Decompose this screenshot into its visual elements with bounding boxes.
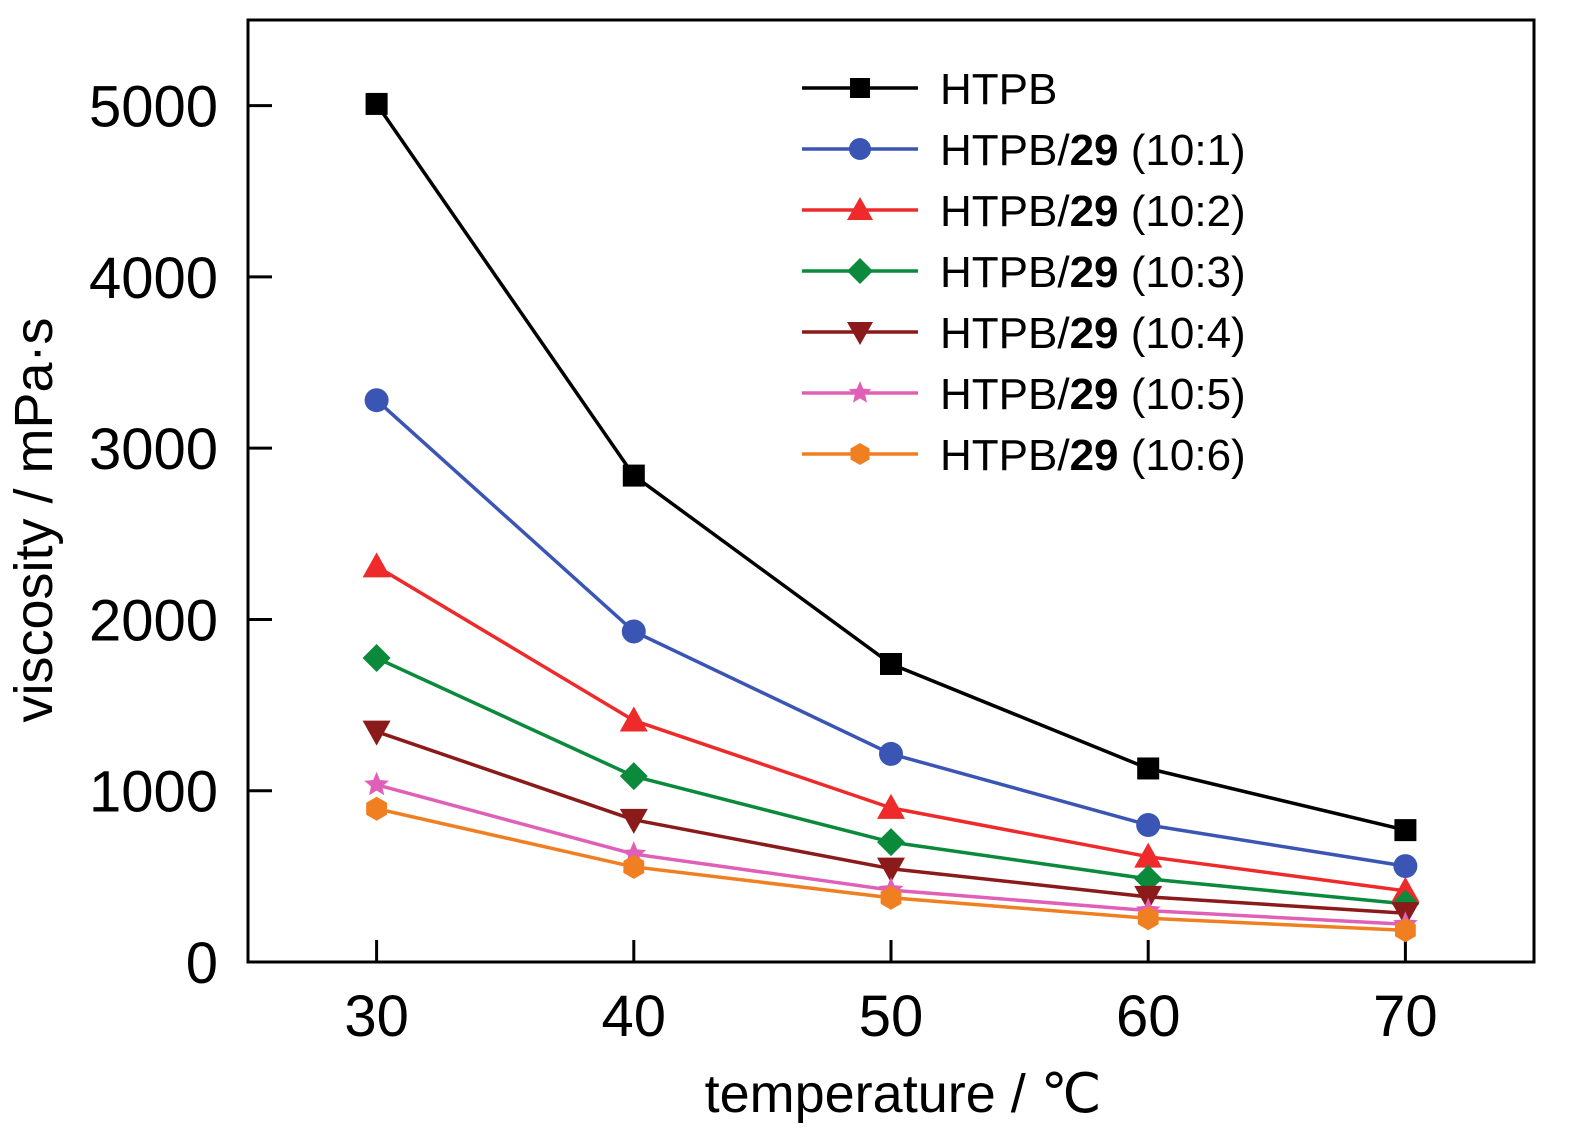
diamond-marker — [362, 643, 391, 672]
legend-label-compound: 29 — [1070, 370, 1119, 419]
y-tick-label: 1000 — [89, 760, 218, 825]
x-tick-label: 70 — [1373, 984, 1438, 1049]
legend-label-ratio: (10:6) — [1119, 431, 1246, 480]
triangle-down-marker — [847, 322, 873, 345]
square-marker — [365, 92, 388, 115]
square-marker — [1137, 757, 1160, 780]
hexagon-marker — [366, 796, 387, 821]
legend-label-text: HTPB/ — [940, 126, 1070, 175]
legend-label-compound: 29 — [1070, 431, 1119, 480]
legend-label: HTPB — [940, 65, 1057, 114]
triangle-down-marker — [619, 808, 648, 834]
circle-marker — [879, 741, 903, 766]
legend-background — [930, 55, 1375, 507]
legend-label-text: HTPB — [940, 65, 1057, 114]
circle-marker — [1393, 854, 1418, 879]
legend-label-ratio: (10:4) — [1119, 309, 1246, 358]
x-tick-label: 50 — [859, 984, 924, 1049]
triangle-up-marker — [847, 197, 873, 220]
legend-label-compound: 29 — [1070, 187, 1119, 236]
circle-marker — [364, 388, 389, 413]
x-axis-label: temperature / ℃ — [705, 1064, 1102, 1124]
legend-label-ratio: (10:2) — [1119, 187, 1246, 236]
diamond-marker — [847, 258, 873, 284]
star-marker — [364, 771, 389, 796]
hexagon-marker — [623, 854, 645, 879]
x-tick-label: 40 — [602, 984, 667, 1049]
star-marker — [848, 381, 872, 403]
y-tick-label: 5000 — [89, 75, 218, 140]
triangle-up-marker — [877, 793, 905, 819]
legend-label-text: HTPB/ — [940, 309, 1070, 358]
triangle-up-marker — [1134, 842, 1163, 868]
y-axis-label: viscosity / mPa·s — [4, 317, 64, 722]
legend-label-ratio: (10:1) — [1119, 126, 1246, 175]
legend-label: HTPB/29 (10:5) — [940, 370, 1246, 419]
hexagon-marker — [850, 443, 870, 465]
legend-label: HTPB/29 (10:1) — [940, 126, 1246, 175]
legend-label-ratio: (10:3) — [1119, 248, 1246, 297]
legend-label-text: HTPB/ — [940, 187, 1070, 236]
triangle-down-marker — [362, 720, 391, 746]
square-marker — [850, 78, 870, 98]
hexagon-marker — [1395, 918, 1416, 943]
legend-label-compound: 29 — [1070, 126, 1119, 175]
legend-label-text: HTPB/ — [940, 370, 1070, 419]
hexagon-marker — [880, 885, 902, 910]
legend-label-compound: 29 — [1070, 309, 1119, 358]
circle-marker — [849, 138, 871, 160]
legend-label-text: HTPB/ — [940, 431, 1070, 480]
legend-label-ratio: (10:5) — [1119, 370, 1246, 419]
x-axis: 30 40 50 60 70 — [344, 940, 1438, 1049]
series-markers — [362, 92, 1420, 943]
circle-marker — [1136, 812, 1161, 837]
x-tick-label: 60 — [1116, 984, 1181, 1049]
legend-label-compound: 29 — [1070, 248, 1119, 297]
hexagon-marker — [1137, 906, 1159, 931]
triangle-up-marker — [1391, 876, 1420, 902]
legend-label: HTPB/29 (10:3) — [940, 248, 1246, 297]
y-axis: 0 1000 2000 3000 4000 5000 — [89, 75, 272, 996]
legend-label-text: HTPB/ — [940, 248, 1070, 297]
x-tick-label: 30 — [344, 984, 409, 1049]
triangle-down-marker — [877, 857, 905, 883]
y-tick-label: 4000 — [89, 246, 218, 311]
legend-label: HTPB/29 (10:2) — [940, 187, 1246, 236]
triangle-up-marker — [619, 706, 648, 732]
diamond-marker — [619, 762, 648, 791]
legend-label: HTPB/29 (10:6) — [940, 431, 1246, 480]
square-marker — [622, 464, 645, 487]
y-tick-label: 0 — [186, 931, 218, 996]
triangle-up-marker — [362, 552, 391, 578]
diamond-marker — [877, 828, 905, 857]
legend-label: HTPB/29 (10:4) — [940, 309, 1246, 358]
square-marker — [880, 652, 902, 675]
square-marker — [1394, 819, 1417, 842]
y-tick-label: 3000 — [89, 417, 218, 482]
circle-marker — [621, 619, 646, 644]
y-tick-label: 2000 — [89, 588, 218, 653]
